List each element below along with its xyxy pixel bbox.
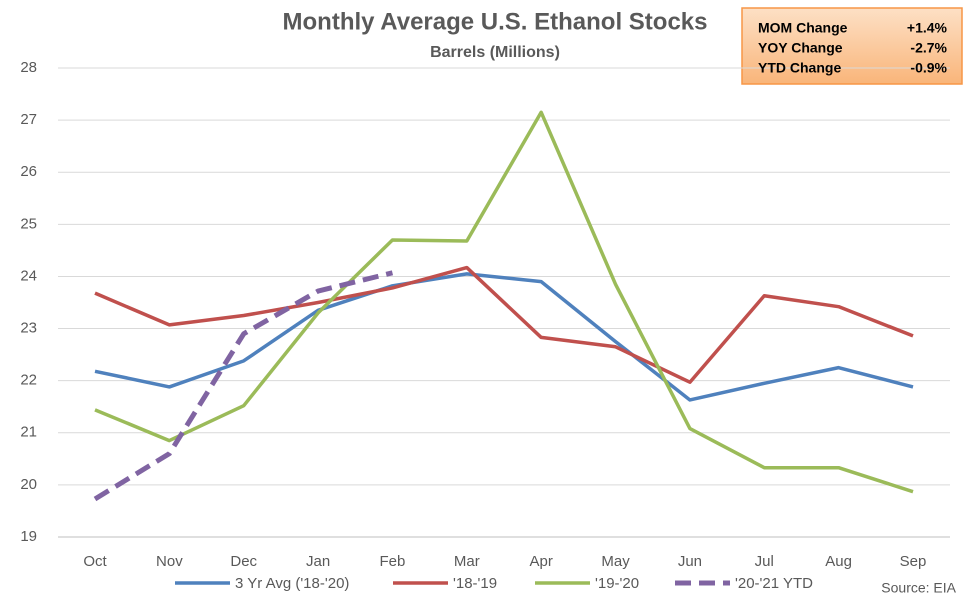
legend-label: '19-'20 <box>595 575 639 592</box>
summary-box <box>741 7 963 85</box>
summary-label: MOM Change <box>758 20 848 36</box>
y-tick-label: 26 <box>20 163 37 180</box>
y-tick-label: 22 <box>20 372 37 389</box>
chart-subtitle: Barrels (Millions) <box>430 44 560 61</box>
x-tick-label: Aug <box>825 553 852 570</box>
y-tick-label: 19 <box>20 528 37 545</box>
series-line <box>93 270 394 502</box>
series-line <box>94 272 914 402</box>
x-tick-label: Mar <box>454 553 480 570</box>
y-tick-label: 24 <box>20 267 37 284</box>
legend-label: 3 Yr Avg ('18-'20) <box>235 575 349 592</box>
y-tick-label: 25 <box>20 215 37 232</box>
summary-value: +1.4% <box>907 20 948 36</box>
chart-title: Monthly Average U.S. Ethanol Stocks <box>283 8 708 35</box>
legend-label: '18-'19 <box>453 575 497 592</box>
x-tick-label: Jan <box>306 553 330 570</box>
summary-label: YOY Change <box>758 40 843 56</box>
x-tick-label: Dec <box>230 553 257 570</box>
y-tick-label: 27 <box>20 111 37 128</box>
legend-label: '20-'21 YTD <box>735 575 813 592</box>
summary-value: -2.7% <box>910 40 947 56</box>
series-line <box>94 265 914 384</box>
summary-value: -0.9% <box>910 60 947 76</box>
series-line <box>94 110 914 494</box>
x-tick-label: Oct <box>83 553 107 570</box>
x-tick-label: Jul <box>755 553 774 570</box>
x-tick-label: Nov <box>156 553 183 570</box>
x-tick-label: Apr <box>530 553 553 570</box>
y-tick-label: 23 <box>20 320 37 337</box>
x-tick-label: May <box>601 553 630 570</box>
source: Source: EIA <box>881 580 956 596</box>
y-tick-label: 28 <box>20 59 37 76</box>
x-tick-label: Feb <box>380 553 406 570</box>
x-tick-label: Sep <box>900 553 927 570</box>
y-tick-label: 21 <box>20 424 37 441</box>
x-tick-label: Jun <box>678 553 702 570</box>
y-tick-label: 20 <box>20 476 37 493</box>
summary-label: YTD Change <box>758 60 841 76</box>
